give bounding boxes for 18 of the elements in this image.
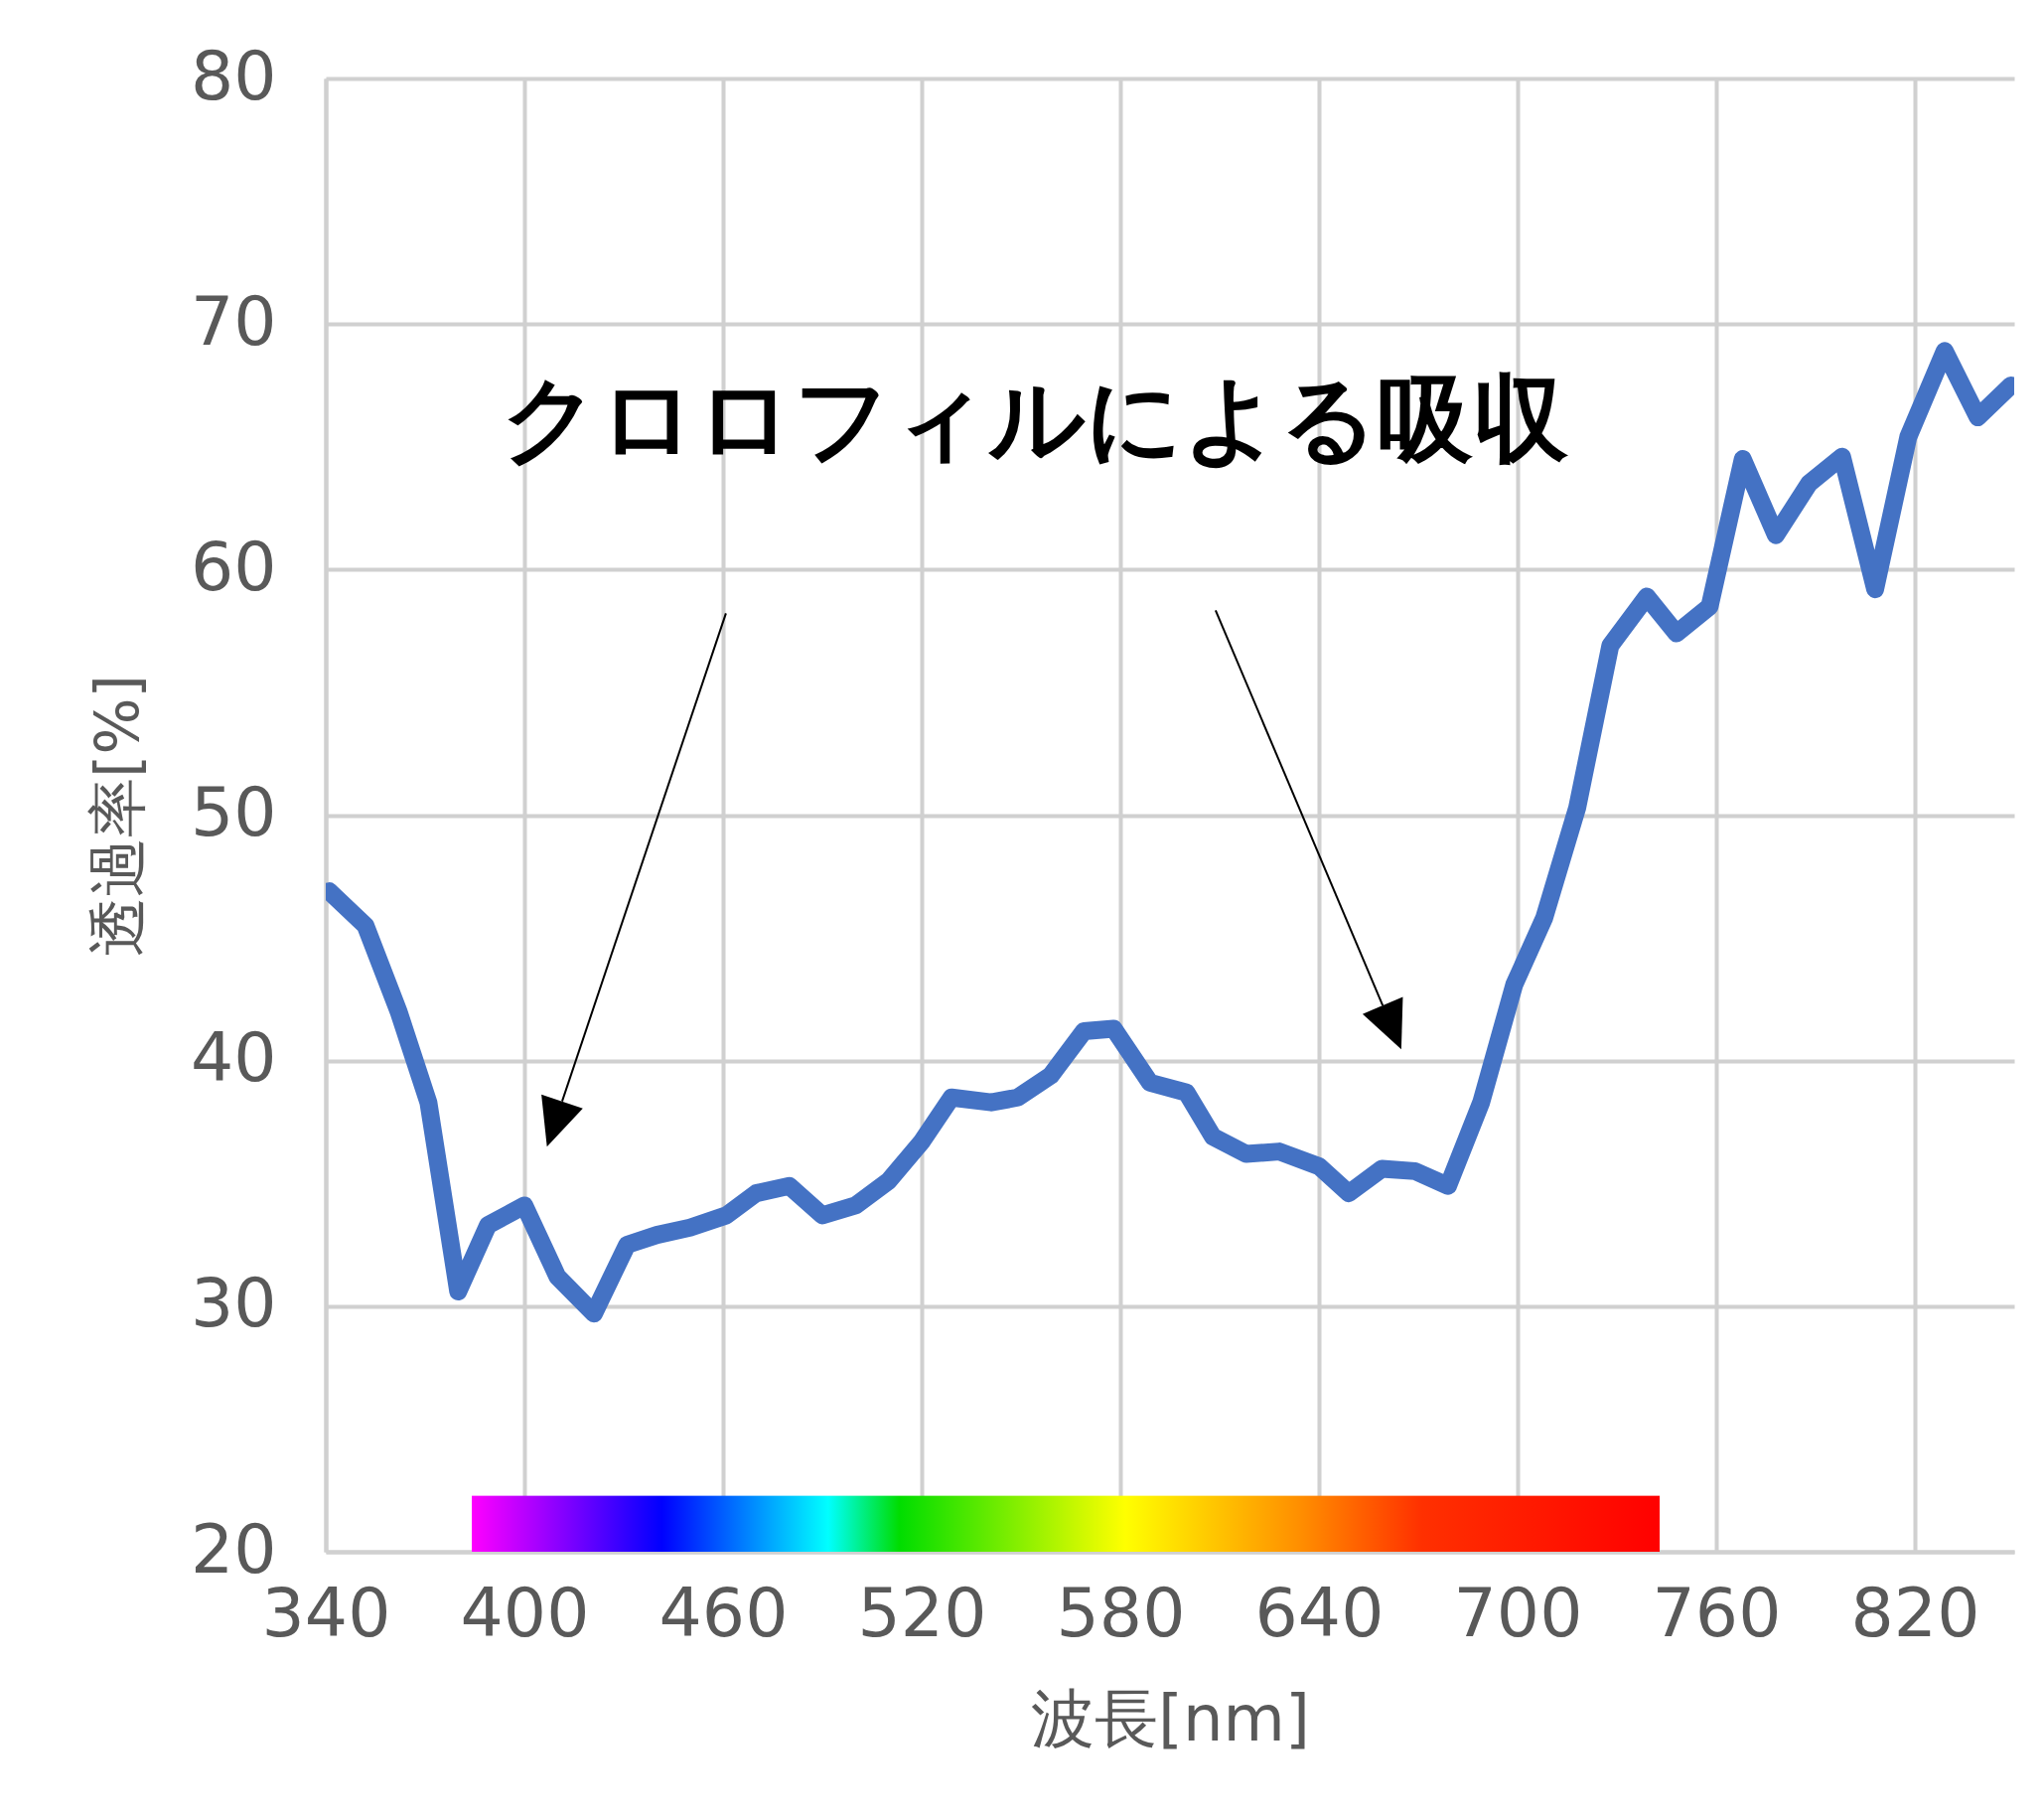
y-tick-label: 60 bbox=[190, 527, 277, 606]
annotation: クロロフィルによる吸収 bbox=[502, 364, 1569, 476]
y-tick-label: 70 bbox=[190, 281, 277, 361]
x-tick-label: 760 bbox=[1652, 1573, 1782, 1652]
x-tick-label: 460 bbox=[658, 1573, 789, 1652]
x-tick-label: 520 bbox=[857, 1573, 987, 1652]
x-tick-label: 580 bbox=[1056, 1573, 1186, 1652]
x-tick-label: 820 bbox=[1850, 1573, 1980, 1652]
y-tick-label: 40 bbox=[190, 1018, 277, 1098]
x-tick-label: 640 bbox=[1254, 1573, 1385, 1652]
y-tick-label: 50 bbox=[190, 773, 277, 851]
y-axis-title: 透過率[%] bbox=[81, 675, 152, 957]
x-axis-title: 波長[nm] bbox=[1031, 1681, 1310, 1755]
x-tick-label: 700 bbox=[1453, 1573, 1583, 1652]
y-tick-label: 80 bbox=[190, 36, 277, 115]
y-tick-label: 30 bbox=[190, 1264, 277, 1343]
x-tick-label: 340 bbox=[261, 1573, 391, 1652]
x-tick-label: 400 bbox=[460, 1573, 590, 1652]
